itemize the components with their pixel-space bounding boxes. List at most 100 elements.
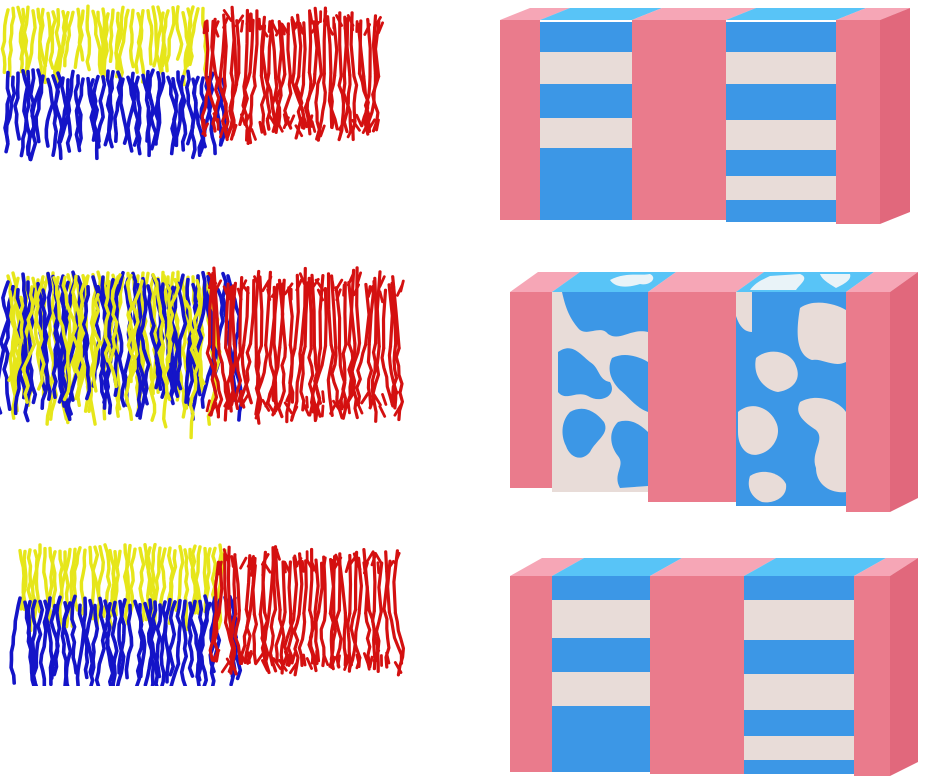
polymer-strand xyxy=(259,24,269,38)
polymer-strand xyxy=(179,599,188,686)
polymer-strand xyxy=(233,608,242,665)
polymer-strand xyxy=(179,74,188,152)
polymer-strand xyxy=(254,652,265,666)
polymer-strand xyxy=(280,22,290,36)
polymer-strand xyxy=(202,21,207,35)
block-side xyxy=(890,558,918,776)
block-front-pink-3 xyxy=(846,292,890,512)
striped-block-1 xyxy=(500,8,910,224)
polymer-strand xyxy=(267,20,272,33)
polymer-strand xyxy=(146,284,167,399)
polymer-strand xyxy=(302,403,311,417)
polymer-strand xyxy=(301,21,307,78)
polymer-strand xyxy=(335,288,342,302)
polymer-strand xyxy=(390,390,399,404)
polymer-strand xyxy=(53,71,64,161)
polymer-strand xyxy=(274,72,287,127)
cream-domain xyxy=(755,351,798,392)
block-front-pink-1 xyxy=(500,20,540,220)
polymer-strand xyxy=(297,611,307,667)
polymer-strand xyxy=(362,548,371,613)
polymer-strand xyxy=(360,391,370,405)
block-front-pink-2 xyxy=(650,576,744,774)
polymer-strand xyxy=(248,18,255,75)
polymer-strand xyxy=(115,598,127,686)
polymer-strand xyxy=(321,390,326,404)
polymer-strand xyxy=(154,282,167,391)
polymer-strand xyxy=(205,19,209,33)
polymer-strand xyxy=(74,77,85,153)
polymer-strand xyxy=(265,117,271,131)
polymer-strand xyxy=(302,653,307,667)
polymer-strand xyxy=(342,73,352,134)
polymer-strand xyxy=(313,6,323,76)
polymer-strand xyxy=(114,5,125,70)
red-strands xyxy=(208,545,405,677)
polymer-strand xyxy=(176,273,188,391)
polymer-strand xyxy=(317,561,324,614)
polymer-strand xyxy=(332,555,337,615)
polymer-strand xyxy=(355,656,362,670)
polymer-strand xyxy=(13,295,25,381)
polymer-strand xyxy=(314,344,328,405)
polymer-strand xyxy=(322,9,328,23)
block-front-pink-1 xyxy=(510,292,552,488)
phase-block-diagram-3 xyxy=(500,536,927,779)
polymer-strand xyxy=(221,75,230,142)
polymer-strand xyxy=(30,599,37,684)
polymer-strand xyxy=(312,20,319,76)
polymer-strand xyxy=(222,16,230,29)
polymer-strand xyxy=(217,562,224,615)
polymer-strand xyxy=(272,283,280,346)
block-top-blue-2 xyxy=(726,8,866,20)
polymer-strand xyxy=(234,341,243,411)
polymer-strand xyxy=(373,20,381,78)
polymer-strand xyxy=(258,275,264,348)
polymer-strand xyxy=(208,609,218,662)
polymer-strand xyxy=(60,270,78,416)
polymer-strand xyxy=(73,74,83,148)
polymer-strand xyxy=(124,603,134,680)
top-cream-blob xyxy=(750,274,805,290)
polymer-strand xyxy=(48,546,58,608)
block-top-pink-3 xyxy=(854,558,918,576)
top-cream-blob xyxy=(820,274,851,288)
block-top-pink-3 xyxy=(836,8,910,20)
polymer-strand xyxy=(207,71,217,156)
polymer-strand xyxy=(375,270,382,349)
polymer-strand xyxy=(326,343,335,417)
polymer-strand xyxy=(213,24,220,38)
polymer-strand xyxy=(385,651,391,665)
polymer-strand xyxy=(281,560,287,614)
polymer-strand xyxy=(55,10,70,83)
polymer-strand xyxy=(222,285,230,299)
polymer-strand xyxy=(273,545,282,612)
polymer-strand xyxy=(365,550,375,564)
polymer-strand xyxy=(378,405,387,418)
polymer-strand xyxy=(310,651,315,665)
polymer-strand xyxy=(353,557,362,571)
phase-block-diagram-2 xyxy=(500,262,927,522)
polymer-strand xyxy=(144,546,152,622)
polymer-strand xyxy=(227,287,232,301)
polymer-strand xyxy=(69,285,91,402)
blue-strands xyxy=(0,270,243,440)
polymer-strand xyxy=(269,22,278,80)
stripe-cream xyxy=(744,736,854,760)
polymer-strand xyxy=(319,124,326,138)
polymer-strand xyxy=(18,548,27,612)
polymer-strand xyxy=(155,11,165,73)
polymer-strand xyxy=(196,601,212,682)
polymer-strand xyxy=(138,546,146,623)
polymer-strand xyxy=(285,346,297,424)
polymer-strand xyxy=(31,599,45,686)
striped-block-3 xyxy=(510,558,918,776)
polymer-strand xyxy=(239,556,248,570)
polymer-strand xyxy=(219,125,225,139)
polymer-strand xyxy=(371,344,381,423)
polymer-strand xyxy=(341,343,348,409)
polymer-strand xyxy=(96,75,107,143)
polymer-strand xyxy=(102,284,112,405)
polymer-strand xyxy=(40,271,53,410)
polymer-strand xyxy=(155,603,163,679)
